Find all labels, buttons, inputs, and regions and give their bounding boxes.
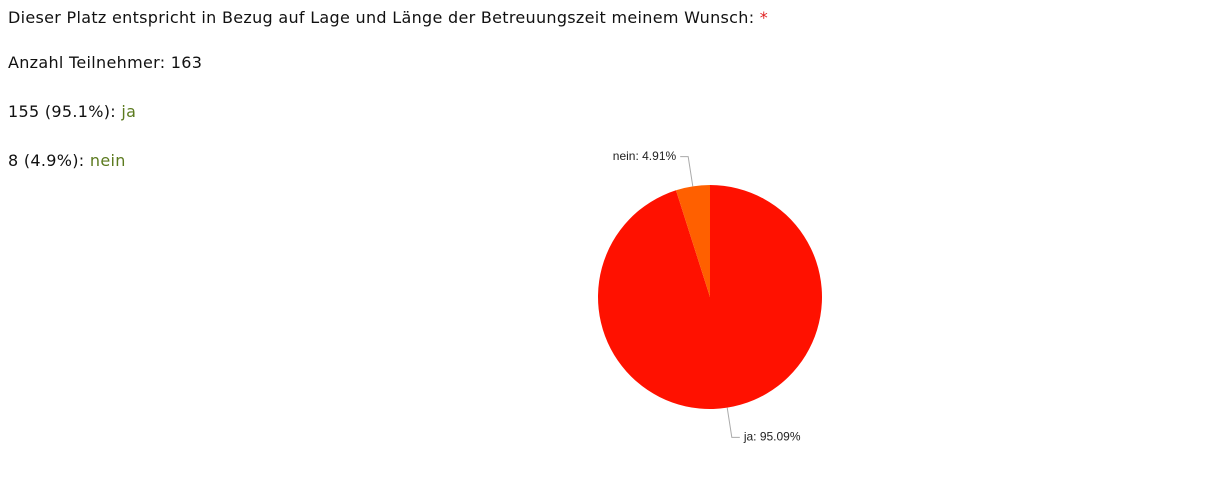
answer: 155 (95.1%): ja: [8, 102, 136, 121]
required-marker: *: [759, 8, 769, 27]
answer-share: (4.9%):: [23, 151, 85, 170]
participants-label: Anzahl Teilnehmer:: [8, 53, 166, 72]
leader-line: [680, 156, 694, 187]
answer-count: 155: [8, 102, 40, 121]
answer-option: nein: [89, 151, 126, 170]
answer: 8 (4.9%): nein: [8, 151, 126, 170]
slice-label: nein: 4.91%: [613, 149, 677, 163]
leader-line: [726, 407, 740, 438]
question: Dieser Platz entspricht in Bezug auf Lag…: [8, 8, 768, 27]
question-text: Dieser Platz entspricht in Bezug auf Lag…: [8, 8, 755, 27]
slice-label: ja: 95.09%: [743, 429, 801, 443]
pie-slice: [675, 185, 710, 297]
pie-slice: [597, 185, 822, 410]
answer-share: (95.1%):: [44, 102, 116, 121]
answer-option: ja: [121, 102, 137, 121]
participants-count: 163: [170, 53, 203, 72]
answer-count: 8: [8, 151, 19, 170]
participants: Anzahl Teilnehmer: 163: [8, 53, 202, 72]
